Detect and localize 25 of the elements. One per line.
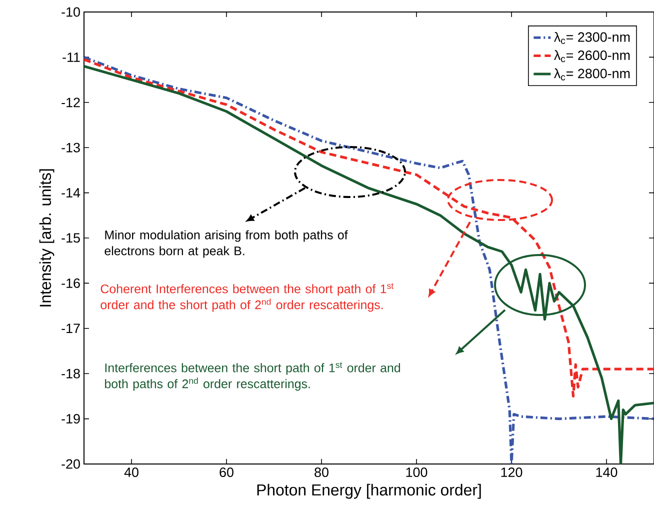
y-tick-label: -11 bbox=[62, 52, 80, 62]
y-axis-title: Intensity [arb. units] bbox=[39, 169, 54, 306]
y-tick-label: -10 bbox=[62, 7, 80, 17]
x-tick-label: 100 bbox=[406, 468, 428, 478]
x-tick-label: 120 bbox=[501, 468, 522, 478]
y-tick-label: -15 bbox=[62, 233, 80, 243]
text: Interferences between the short path of 1$^{st}$ order and both paths of 2$^{nd}$ order rescatterings. bbox=[105, 362, 400, 391]
y-tick-label: -19 bbox=[62, 414, 80, 424]
legend-label: λ$_{c}$= 2800-nm bbox=[554, 68, 630, 80]
annotation: Minor modulation arising from both paths of electrons born at peak B. bbox=[104, 230, 348, 258]
legend-label: λ$_{c}$= 2600-nm bbox=[554, 50, 630, 62]
y-tick-label: -13 bbox=[62, 142, 80, 152]
y-tick-label: -20 bbox=[62, 459, 80, 469]
legend-label: λ$_{c}$= 2300-nm bbox=[554, 32, 630, 44]
y-tick-label: -16 bbox=[62, 278, 80, 288]
y-tick-label: -18 bbox=[62, 368, 80, 378]
x-tick-label: 140 bbox=[596, 468, 618, 478]
x-axis-title: Photon Energy [harmonic order] bbox=[257, 484, 481, 499]
y-tick-label: -12 bbox=[62, 98, 80, 108]
y-tick-label: -17 bbox=[62, 324, 80, 334]
text: Coherent Interferences between the short path of 1$^{st}$ order and the short path of 2$^{nd}$ order rescatterings. bbox=[100, 283, 394, 312]
x-tick-label: 60 bbox=[220, 468, 234, 478]
x-tick-label: 40 bbox=[124, 468, 138, 478]
x-tick-label: 80 bbox=[314, 468, 328, 478]
y-tick-label: -14 bbox=[62, 188, 80, 198]
